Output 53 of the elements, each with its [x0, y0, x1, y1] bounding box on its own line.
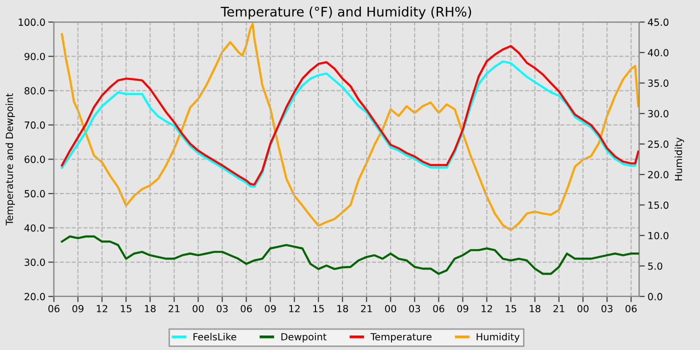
x-tick-label: 06 [48, 304, 60, 312]
line-series [60, 235, 640, 275]
y-tick-label: 50.0 [24, 190, 45, 198]
x-tick-label: 12 [482, 304, 492, 312]
y2-axis-title: Humidity [674, 138, 684, 180]
x-tick-label: 00 [577, 304, 589, 312]
legend-label: Dewpoint [281, 332, 326, 342]
x-tick-label: 15 [506, 305, 516, 312]
y2-tick-label: 30.0 [648, 110, 668, 118]
y2-tick-label: 45.0 [648, 18, 668, 26]
x-tick-label: 03 [601, 304, 612, 312]
x-tick-label: 15 [120, 305, 132, 312]
y-tick-label: 80.0 [24, 87, 45, 94]
x-tick-label: 06 [626, 304, 637, 312]
x-tick-label: 21 [168, 304, 180, 312]
y-tick-label: 100.0 [18, 18, 45, 26]
x-tick-label: 03 [216, 304, 228, 312]
y2-tick-label: 40.0 [648, 49, 668, 56]
legend-label: Temperature [370, 333, 432, 342]
x-tick-label: 18 [530, 304, 540, 312]
line-series [60, 22, 640, 232]
x-tick-label: 15 [313, 305, 324, 312]
x-tick-label: 12 [289, 304, 300, 312]
x-tick-label: 18 [144, 304, 156, 312]
y2-tick-label: 10.0 [648, 232, 668, 240]
y2-tick-label: 5.0 [648, 262, 662, 270]
y2-tick-label: 0.0 [648, 292, 662, 300]
y2-tick-label: 15.0 [648, 201, 668, 209]
legend-label: FeelsLike [194, 332, 236, 340]
y2-tick-label: 35.0 [648, 80, 668, 87]
x-tick-label: 09 [457, 304, 468, 312]
x-tick-label: 21 [553, 304, 564, 312]
x-tick-label: 00 [385, 304, 396, 312]
x-tick-label: 03 [409, 304, 420, 312]
x-tick-label: 18 [337, 304, 348, 312]
x-tick-label: 09 [72, 304, 84, 312]
x-tick-label: 00 [192, 304, 204, 312]
x-tick-label: 21 [361, 304, 372, 312]
x-tick-label: 12 [96, 304, 108, 312]
y-axis-title: Temperature and Dewpoint [6, 93, 15, 226]
y2-tick-label: 20.0 [648, 170, 668, 178]
y-tick-label: 40.0 [24, 224, 45, 232]
y-tick-label: 60.0 [24, 156, 45, 164]
y-tick-label: 30.0 [24, 258, 45, 266]
x-tick-label: 06 [433, 304, 444, 312]
y-tick-label: 90.0 [24, 52, 45, 60]
x-tick-label: 09 [264, 304, 276, 312]
legend-label: Humidity [476, 332, 520, 342]
y2-tick-label: 25.0 [648, 140, 668, 148]
x-tick-label: 06 [240, 304, 252, 312]
y-tick-label: 20.0 [24, 292, 45, 300]
y-tick-label: 70.0 [24, 121, 45, 129]
chart-title: Temperature (°F) and Humidity (RH%) [220, 6, 472, 20]
